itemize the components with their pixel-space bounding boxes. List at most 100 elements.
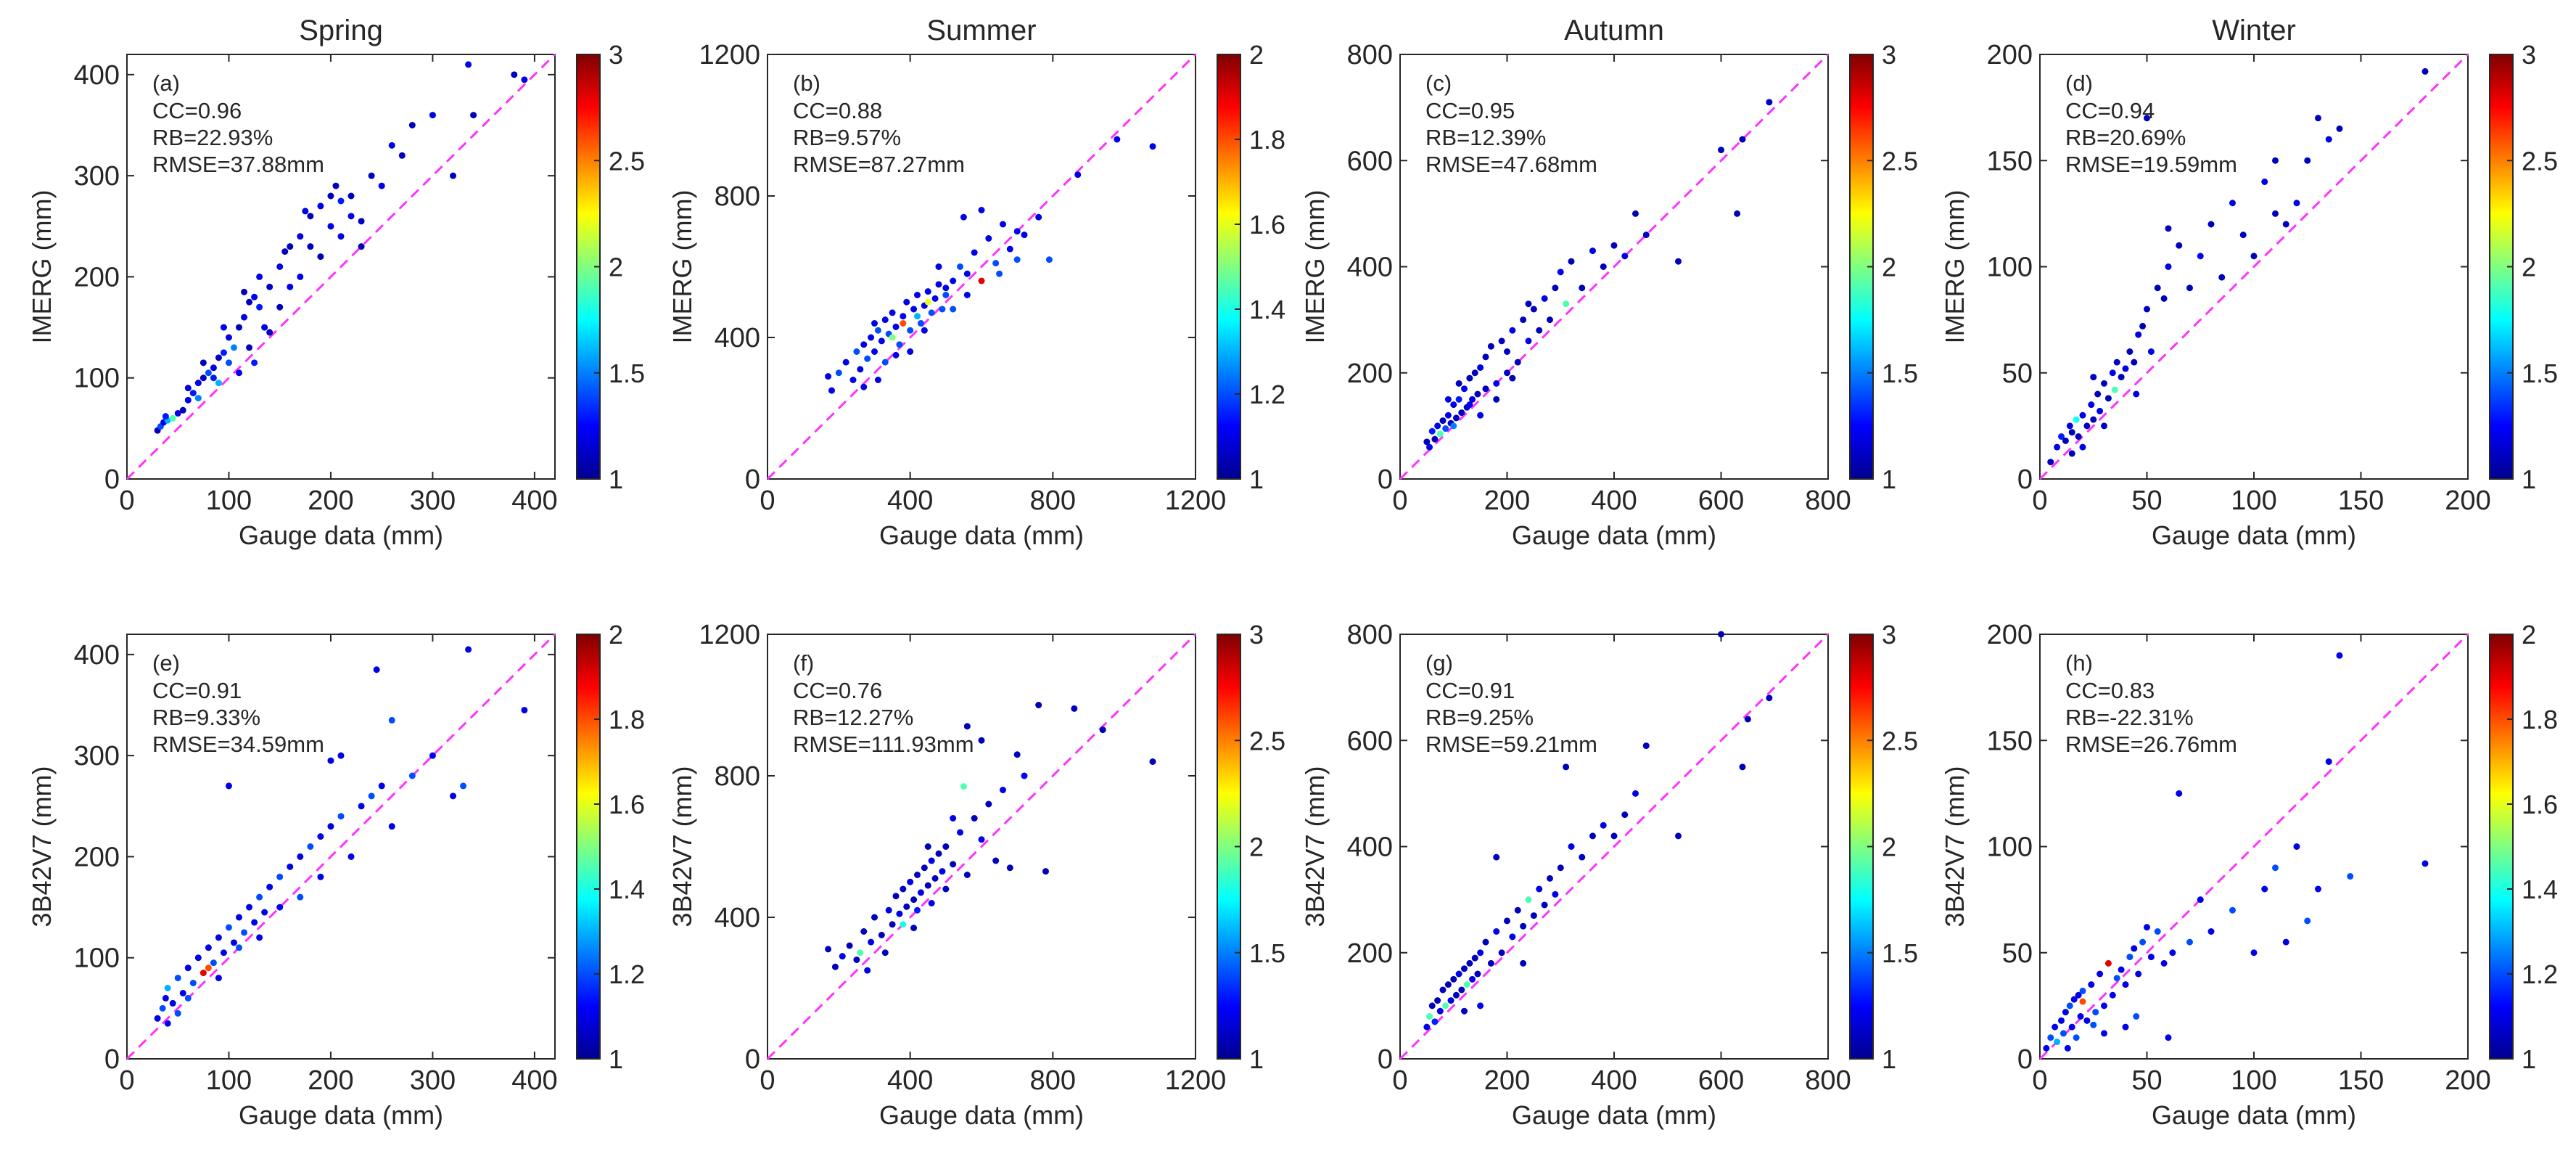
data-point: [1471, 369, 1478, 377]
data-point: [1536, 885, 1543, 893]
data-point: [1021, 232, 1028, 239]
data-point: [2059, 1030, 2067, 1037]
colorbar-tick-label: 3: [1882, 620, 1896, 650]
data-point: [1477, 364, 1484, 371]
x-tick-label: 0: [119, 486, 134, 516]
data-point: [1434, 997, 1441, 1004]
data-point: [2147, 348, 2155, 355]
data-point: [871, 914, 878, 921]
data-point: [1013, 256, 1021, 263]
data-point: [2077, 1013, 2084, 1020]
colorbar: [2489, 634, 2514, 1060]
data-point: [1428, 427, 1436, 435]
data-point: [892, 323, 900, 330]
y-tick-label: 400: [1347, 253, 1393, 283]
data-point: [460, 782, 467, 790]
data-point: [1426, 1013, 1433, 1020]
y-tick-label: 200: [1987, 620, 2033, 650]
data-point: [2126, 348, 2133, 355]
panel-h: 0 50 100 150 200 0 50 100 150 200 Gauge data (mm) 3…: [1940, 620, 2558, 1130]
data-point: [317, 253, 324, 261]
data-point: [914, 906, 921, 914]
data-point: [1718, 631, 1724, 638]
stat-line: RMSE=111.93mm: [793, 732, 974, 757]
data-point: [1547, 875, 1553, 882]
data-point: [2139, 938, 2147, 946]
data-point: [1504, 348, 1510, 355]
data-point: [1541, 295, 1548, 302]
data-point: [1444, 981, 1452, 988]
data-point: [2135, 331, 2142, 338]
data-point: [881, 316, 889, 324]
x-tick-label: 200: [2445, 486, 2490, 516]
data-point: [327, 192, 334, 200]
data-point: [1074, 171, 1082, 179]
data-point: [297, 273, 304, 280]
data-point: [162, 413, 169, 420]
data-point: [825, 946, 832, 953]
x-tick-label: 200: [2445, 1065, 2490, 1096]
data-point: [996, 270, 1003, 277]
x-tick-label: 400: [887, 1065, 933, 1096]
panel-label: (e): [152, 650, 180, 676]
data-point: [978, 277, 985, 284]
data-point: [2094, 390, 2102, 398]
data-point: [2068, 1023, 2075, 1031]
data-point: [992, 857, 1000, 864]
data-point: [317, 873, 324, 880]
data-point: [935, 263, 942, 270]
colorbar-tick-label: 1.5: [1249, 938, 1285, 968]
data-point: [327, 823, 334, 830]
data-point: [215, 934, 222, 941]
data-point: [1734, 210, 1741, 217]
data-point: [231, 939, 237, 946]
data-point: [287, 243, 294, 250]
data-point: [942, 292, 950, 298]
colorbar-tick-label: 2.5: [1882, 726, 1918, 755]
colorbar-tick-label: 2: [2522, 253, 2536, 282]
data-point: [261, 909, 268, 916]
data-point: [1452, 414, 1460, 422]
panel-d: Winter 0 50 100 150 200 0 50 100 150 200 Gauge data…: [1940, 15, 2558, 550]
data-point: [1447, 997, 1454, 1004]
data-point: [985, 800, 992, 808]
data-point: [1442, 425, 1449, 433]
data-point: [307, 843, 314, 850]
colorbar-tick-label: 1: [1882, 1044, 1896, 1074]
data-point: [2325, 758, 2332, 765]
data-point: [950, 815, 957, 822]
data-point: [2122, 1023, 2129, 1031]
x-tick-label: 50: [2131, 1065, 2162, 1096]
data-point: [2101, 380, 2107, 387]
data-point: [2054, 1039, 2061, 1046]
data-point: [1444, 411, 1452, 419]
data-point: [1504, 369, 1510, 377]
colorbar-tick-label: 1: [609, 464, 623, 494]
data-point: [1632, 210, 1639, 217]
data-point: [2421, 860, 2429, 867]
data-point: [878, 931, 885, 938]
x-tick-label: 0: [1392, 486, 1407, 516]
data-point: [2122, 365, 2129, 372]
data-point: [1455, 396, 1462, 403]
data-point: [1463, 981, 1470, 988]
data-point: [347, 213, 355, 220]
data-point: [1482, 385, 1489, 393]
data-point: [2066, 1002, 2073, 1009]
x-axis-label: Gauge data (mm): [239, 1100, 443, 1130]
data-point: [266, 329, 273, 336]
data-point: [914, 872, 921, 878]
colorbar-tick-label: 2: [609, 620, 623, 650]
data-point: [2186, 938, 2193, 946]
data-point: [892, 893, 900, 900]
data-point: [960, 783, 967, 790]
data-point: [378, 782, 385, 790]
data-point: [297, 853, 304, 860]
x-tick-label: 600: [1698, 1065, 1744, 1096]
data-point: [1045, 256, 1053, 263]
data-point: [2282, 221, 2289, 228]
data-point: [2090, 374, 2097, 381]
data-point: [1000, 221, 1006, 228]
x-axis-label: Gauge data (mm): [1512, 1100, 1716, 1130]
y-tick-label: 0: [1378, 1044, 1393, 1075]
